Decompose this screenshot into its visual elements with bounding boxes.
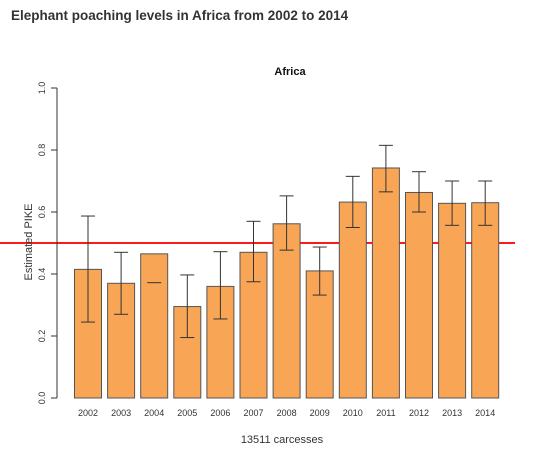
y-tick-label: 0.6 — [37, 206, 47, 219]
y-axis-label: Estimated PIKE — [23, 203, 35, 280]
x-tick-label: 2002 — [78, 408, 98, 418]
x-tick-label: 2007 — [243, 408, 263, 418]
y-tick-label: 0.4 — [37, 268, 47, 281]
x-tick-label: 2011 — [376, 408, 395, 418]
y-tick-label: 0.0 — [37, 392, 47, 405]
y-tick-label: 1.0 — [37, 82, 47, 95]
bar — [140, 253, 169, 399]
bar — [338, 201, 367, 399]
page-title: Elephant poaching levels in Africa from … — [11, 8, 349, 23]
x-tick-label: 2012 — [409, 408, 429, 418]
x-tick-label: 2008 — [277, 408, 297, 418]
bar — [471, 202, 500, 399]
x-tick-label: 2014 — [475, 408, 495, 418]
x-tick-label: 2013 — [442, 408, 462, 418]
x-tick-label: 2004 — [144, 408, 164, 418]
x-tick-label: 2005 — [177, 408, 197, 418]
bar — [405, 191, 433, 399]
y-tick-label: 0.2 — [37, 330, 47, 343]
x-tick-label: 2010 — [343, 408, 363, 418]
chart-title: Africa — [274, 66, 306, 78]
x-tick-label: 2009 — [310, 408, 330, 418]
y-tick-label: 0.8 — [37, 144, 47, 157]
x-tick-label: 2006 — [210, 408, 230, 418]
x-tick-label: 2003 — [111, 408, 131, 418]
bar — [438, 202, 467, 399]
x-axis-label: 13511 carcesses — [241, 434, 324, 446]
bar — [272, 223, 301, 399]
bar — [371, 167, 400, 399]
